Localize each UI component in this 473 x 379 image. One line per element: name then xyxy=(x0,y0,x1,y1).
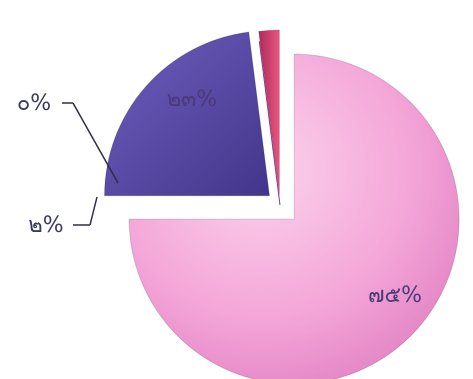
pie-slice-23 xyxy=(103,31,271,197)
pie-slice-75 xyxy=(128,53,460,379)
leader-line-two-vertical xyxy=(89,196,98,226)
leader-line-zero-diagonal xyxy=(72,102,119,184)
slice-label-75: ๗๕% xyxy=(368,283,422,308)
pie-slices xyxy=(103,29,460,379)
slice-label-2: ๒% xyxy=(28,213,63,238)
pie-slice-0 xyxy=(258,41,281,206)
slice-label-23: ๒๓% xyxy=(167,87,217,112)
pie-slice-2 xyxy=(258,29,280,196)
slice-label-0: ๐% xyxy=(17,91,51,116)
